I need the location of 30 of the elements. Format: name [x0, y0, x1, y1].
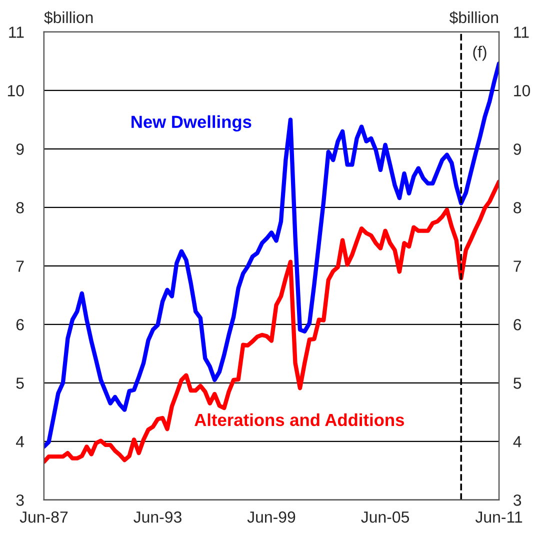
y-tick-label: 3 — [16, 494, 24, 506]
x-tick-label: Jun-87 — [20, 511, 68, 523]
y-tick-label: 5 — [16, 378, 24, 389]
x-tick-label: Jun-05 — [361, 511, 410, 523]
y2-tick-label: 6 — [514, 319, 522, 330]
series-label: Alterations and Additions — [194, 413, 404, 426]
line-series — [44, 61, 500, 449]
y-tick-label: 9 — [16, 144, 24, 155]
y2-axis-title: $billion — [449, 11, 498, 24]
ref-line-label: (f) — [473, 46, 486, 61]
y-tick-label: 6 — [16, 319, 24, 330]
y2-tick-label: 7 — [514, 260, 521, 272]
y2-tick-label: 11 — [514, 26, 529, 38]
y2-tick-label: 8 — [514, 202, 522, 214]
x-tick-label: Jun-11 — [475, 512, 522, 523]
y2-tick-label: 3 — [514, 494, 522, 506]
y2-tick-label: 9 — [514, 144, 522, 155]
y-axis-title: $billion — [44, 11, 93, 24]
y-tick-label: 8 — [16, 202, 24, 214]
y-tick-label: 10 — [8, 85, 24, 96]
text: New Dwellings — [132, 115, 252, 132]
x-tick-label: Jun-93 — [134, 511, 182, 523]
y-tick-label: 4 — [16, 436, 24, 448]
x-tick-label: Jun-99 — [247, 511, 296, 523]
y2-tick-label: 10 — [514, 85, 530, 96]
y2-tick-label: 5 — [514, 378, 522, 389]
y2-tick-label: 4 — [513, 436, 522, 448]
line-series — [44, 180, 500, 464]
y-tick-label: 11 — [9, 26, 24, 38]
y-tick-label: 7 — [16, 260, 24, 272]
